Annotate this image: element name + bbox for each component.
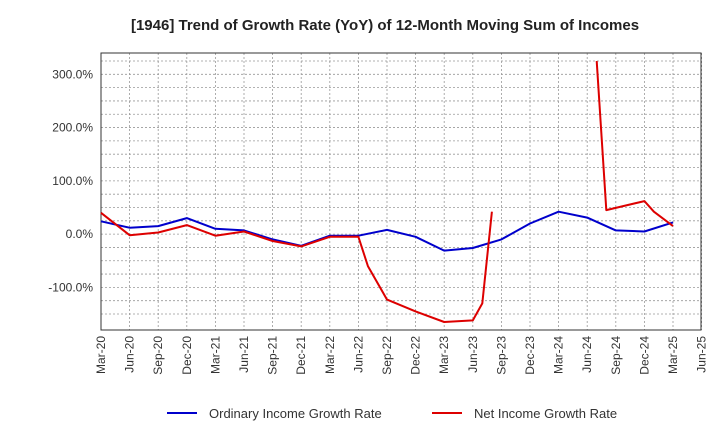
y-tick-label: 300.0% <box>52 67 93 81</box>
x-tick-label: Jun-22 <box>351 336 365 373</box>
legend-label-net-income: Net Income Growth Rate <box>474 406 617 421</box>
x-tick-label: Mar-21 <box>208 336 222 374</box>
x-tick-label: Mar-24 <box>552 336 566 374</box>
x-tick-label: Dec-22 <box>409 336 423 375</box>
x-tick-label: Jun-21 <box>237 336 251 373</box>
x-tick-label: Dec-20 <box>180 336 194 375</box>
x-tick-label: Mar-25 <box>666 336 680 374</box>
x-tick-label: Jun-24 <box>580 336 594 373</box>
y-tick-label: 0.0% <box>66 227 94 241</box>
x-tick-label: Dec-24 <box>637 336 651 375</box>
x-tick-label: Sep-23 <box>494 336 508 375</box>
x-tick-label: Dec-23 <box>523 336 537 375</box>
legend: Ordinary Income Growth Rate Net Income G… <box>167 406 617 421</box>
y-tick-label: -100.0% <box>48 280 93 294</box>
series-line-1-0 <box>100 211 493 323</box>
grid <box>100 53 702 330</box>
x-tick-label: Mar-20 <box>94 336 108 374</box>
series-line-0-0 <box>100 210 674 252</box>
x-tick-label: Jun-20 <box>123 336 137 373</box>
series-line-1-1 <box>595 60 674 227</box>
x-tick-label: Mar-22 <box>323 336 337 374</box>
x-tick-label: Sep-22 <box>380 336 394 375</box>
x-tick-label: Sep-24 <box>609 336 623 375</box>
y-tick-label: 200.0% <box>52 121 93 135</box>
series-lines <box>100 60 674 323</box>
plot-frame <box>100 52 702 331</box>
x-tick-label: Sep-20 <box>151 336 165 375</box>
x-tick-label: Sep-21 <box>266 336 280 375</box>
x-tick-label: Mar-23 <box>437 336 451 374</box>
x-tick-label: Jun-23 <box>466 336 480 373</box>
axes: Mar-20 Jun-20 Sep-20 Dec-20 Mar-21 Jun-21 Sep-… <box>48 52 709 375</box>
y-tick-label: 100.0% <box>52 174 93 188</box>
x-tick-label: Jun-25 <box>695 336 709 373</box>
chart-title: [1946] Trend of Growth Rate (YoY) of 12-… <box>131 17 639 34</box>
legend-label-ordinary-income: Ordinary Income Growth Rate <box>209 406 382 421</box>
x-tick-label: Dec-21 <box>294 336 308 375</box>
